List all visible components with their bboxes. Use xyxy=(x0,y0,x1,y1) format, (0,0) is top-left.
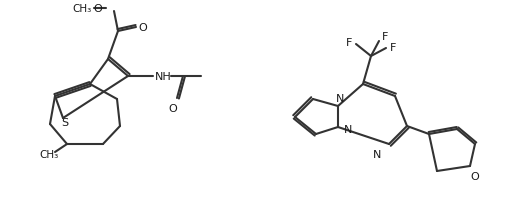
Text: F: F xyxy=(389,43,395,53)
Text: CH₃: CH₃ xyxy=(72,4,91,14)
Text: S: S xyxy=(61,118,68,127)
Text: F: F xyxy=(345,38,351,48)
Text: N: N xyxy=(372,149,380,159)
Text: O: O xyxy=(138,23,147,33)
Text: N: N xyxy=(343,124,351,134)
Text: NH: NH xyxy=(155,72,171,82)
Text: N: N xyxy=(335,94,343,103)
Text: O: O xyxy=(93,4,102,14)
Text: O: O xyxy=(470,171,478,181)
Text: O: O xyxy=(168,103,177,113)
Text: CH₃: CH₃ xyxy=(39,149,59,159)
Text: F: F xyxy=(381,32,387,42)
